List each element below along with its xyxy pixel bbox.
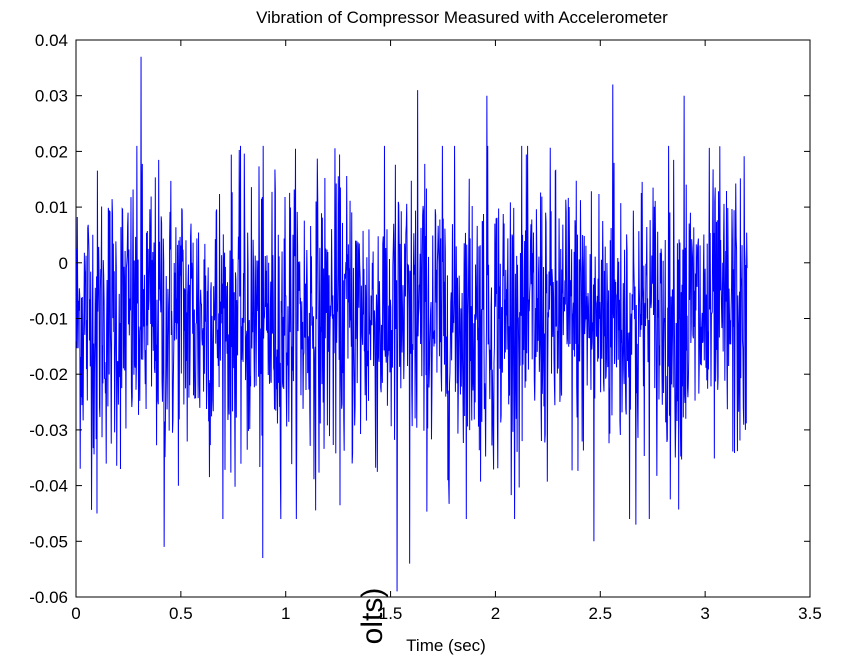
y-tick-label: -0.03 bbox=[29, 421, 68, 440]
chart-title: Vibration of Compressor Measured with Ac… bbox=[256, 8, 668, 27]
y-tick-label: 0.04 bbox=[35, 31, 68, 50]
x-tick-label: 2 bbox=[491, 604, 500, 623]
y-axis-ticks: -0.06 -0.05 -0.04 -0.03 -0.02 -0.01 0 0.01 0.02 0… bbox=[29, 31, 810, 607]
x-tick-label: 3.5 bbox=[798, 604, 822, 623]
x-tick-label: 1.5 bbox=[379, 604, 403, 623]
y-tick-label: -0.01 bbox=[29, 310, 68, 329]
y-tick-label: 0.02 bbox=[35, 142, 68, 161]
x-tick-label: 0 bbox=[71, 604, 80, 623]
series-line bbox=[75, 56, 748, 592]
series-layer bbox=[75, 56, 748, 592]
y-tick-label: 0 bbox=[59, 254, 68, 273]
x-axis-ticks: 0 0.5 1 1.5 2 2.5 3 3.5 bbox=[71, 40, 822, 623]
x-tick-label: 2.5 bbox=[588, 604, 612, 623]
x-tick-label: 0.5 bbox=[169, 604, 193, 623]
x-tick-label: 3 bbox=[700, 604, 709, 623]
y-tick-label: -0.06 bbox=[29, 588, 68, 607]
x-tick-label: 1 bbox=[281, 604, 290, 623]
y-tick-label: 0.01 bbox=[35, 198, 68, 217]
plot-area bbox=[75, 39, 811, 598]
y-tick-label: 0.03 bbox=[35, 87, 68, 106]
y-tick-label: -0.05 bbox=[29, 532, 68, 551]
y-tick-label: -0.04 bbox=[29, 477, 68, 496]
y-axis-label-fragment: olts) bbox=[356, 588, 389, 645]
x-axis-label: Time (sec) bbox=[406, 636, 486, 655]
y-tick-label: -0.02 bbox=[29, 365, 68, 384]
